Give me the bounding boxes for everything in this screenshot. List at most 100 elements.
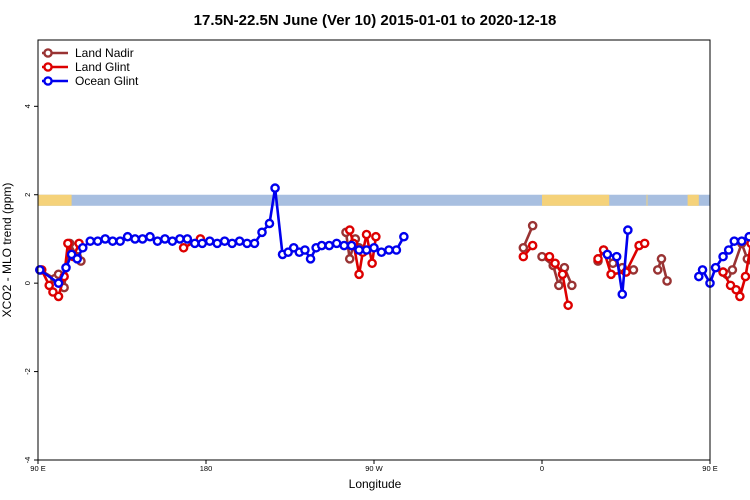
ocean-glint-point [300, 245, 310, 255]
x-tick-label: 90 E [30, 464, 45, 473]
land-segment [687, 194, 699, 206]
land-glint-point [371, 231, 381, 242]
land-segment [646, 194, 648, 206]
legend-label: Land Nadir [75, 46, 134, 60]
legend-marker [43, 62, 53, 72]
ocean-glint-point [264, 218, 275, 229]
ocean-glint-point [602, 249, 613, 260]
land-glint-point [639, 238, 650, 249]
ocean-glint-point [249, 238, 260, 249]
ocean-glint-point [718, 251, 728, 262]
land-nadir-point [662, 276, 672, 286]
land-glint-point [563, 300, 573, 311]
y-tick-label: 0 [23, 281, 32, 285]
ocean-glint-point [85, 236, 96, 246]
ocean-glint-point [234, 236, 245, 246]
ocean-glint-point [384, 245, 394, 255]
legend-marker [43, 76, 53, 86]
ocean-glint-point [339, 240, 349, 251]
ocean-glint-point [305, 254, 316, 264]
ocean-glint-point [324, 240, 335, 251]
ocean-glint-point [376, 247, 387, 258]
x-tick-label: 90 W [365, 464, 383, 473]
ocean-glint-point [242, 238, 252, 249]
land-glint-point [593, 254, 603, 264]
ocean-glint-point [92, 236, 103, 246]
ocean-glint-point [35, 265, 45, 275]
land-glint-point [63, 238, 73, 249]
ocean-glint-point [227, 238, 237, 249]
x-tick-label: 180 [200, 464, 213, 473]
ocean-glint-point [369, 242, 379, 253]
ocean-glint-point [331, 238, 342, 249]
legend-item-ocean-glint: Ocean Glint [42, 74, 139, 88]
ocean-glint-point [723, 245, 734, 255]
ocean-glint-point [212, 238, 222, 249]
ocean-glint-point [257, 227, 267, 238]
land-glint-point [354, 269, 364, 280]
land-glint-point [44, 280, 55, 291]
land-glint-point [731, 284, 741, 295]
ocean-glint-point [152, 236, 163, 246]
land-glint-point [735, 291, 745, 302]
ocean-glint-point [167, 236, 178, 246]
ocean-glint-point [399, 231, 409, 242]
ocean-glint-point [122, 231, 133, 242]
ocean-glint-point [182, 234, 193, 244]
land-nadir-point [527, 220, 538, 231]
land-nadir-point [567, 280, 577, 291]
ocean-glint-point [130, 234, 140, 244]
land-mask-band [38, 194, 710, 206]
ocean-glint-point [361, 245, 372, 255]
land-glint-point [606, 269, 616, 280]
land-segment [542, 194, 610, 206]
ocean-glint-point [100, 234, 110, 244]
legend-item-land-nadir: Land Nadir [42, 46, 134, 60]
land-nadir-point [656, 254, 667, 264]
ocean-band [38, 194, 710, 206]
ocean-glint-point [617, 289, 628, 300]
legend-marker [43, 48, 53, 58]
land-glint-point [344, 225, 355, 235]
land-glint-point [53, 291, 64, 302]
ocean-glint-point [729, 236, 740, 246]
ocean-glint-point [316, 240, 327, 251]
ocean-glint-point [611, 251, 622, 262]
land-glint-point [518, 251, 529, 262]
land-nadir-point [344, 254, 355, 264]
series-layer [35, 183, 750, 311]
land-glint-point [361, 229, 372, 240]
ocean-glint-point [346, 240, 357, 251]
ocean-glint-point [115, 236, 125, 246]
legend-item-land-glint: Land Glint [42, 60, 130, 74]
ocean-glint-point [391, 245, 402, 255]
ocean-glint-point [175, 234, 185, 244]
land-glint-point [367, 258, 377, 269]
land-nadir-point [652, 265, 663, 275]
ocean-glint-point [107, 236, 118, 246]
y-tick-label: 2 [23, 193, 32, 197]
ocean-glint-point [72, 254, 82, 264]
land-glint-point [527, 240, 538, 251]
land-segment [38, 194, 72, 206]
y-tick-label: -2 [23, 368, 32, 375]
legend-label: Land Glint [75, 60, 130, 74]
ocean-glint-point [697, 265, 708, 275]
legend-label: Ocean Glint [75, 74, 139, 88]
land-glint-point [740, 271, 750, 282]
land-glint-point [550, 258, 560, 269]
land-glint-point [178, 242, 189, 253]
chart-title: 17.5N-22.5N June (Ver 10) 2015-01-01 to … [194, 12, 557, 29]
ocean-glint-point [354, 245, 364, 255]
x-axis-label: Longitude [349, 477, 402, 491]
land-glint-point [557, 269, 568, 280]
ocean-glint-point [53, 278, 64, 288]
ocean-glint-point [189, 238, 200, 249]
ocean-glint-point [744, 231, 750, 242]
land-nadir-point [628, 265, 639, 275]
ocean-glint-point [197, 238, 208, 249]
ocean-glint-point [694, 271, 704, 282]
ocean-glint-point [145, 231, 155, 242]
